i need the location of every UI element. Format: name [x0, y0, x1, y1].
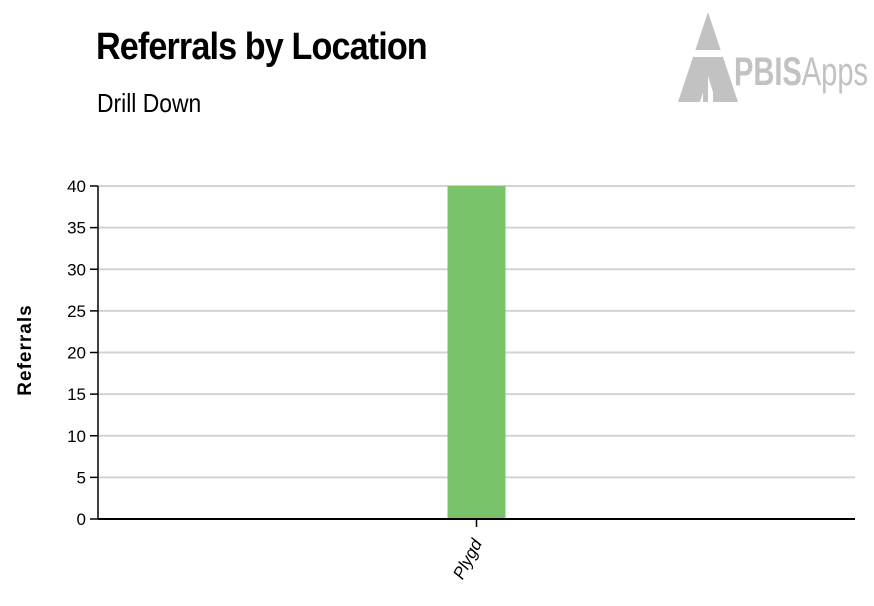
- pbis-apps-logo: PBISApps: [678, 12, 868, 102]
- y-tick-label: 20: [67, 344, 86, 363]
- y-tick-label: 35: [67, 219, 86, 238]
- x-tick-label: Plygd: [449, 535, 486, 582]
- y-tick-label: 30: [67, 260, 86, 279]
- logo-text-light: Apps: [802, 50, 868, 94]
- bar: [447, 186, 506, 519]
- y-tick-label: 10: [67, 427, 86, 446]
- y-tick-label: 0: [77, 510, 86, 529]
- chart-title: Referrals by Location: [96, 26, 428, 68]
- pbis-building-icon: [678, 12, 738, 102]
- y-tick-label: 15: [67, 385, 86, 404]
- y-tick-label: 40: [67, 177, 86, 196]
- logo-text-bold: PBIS: [734, 50, 802, 94]
- y-tick-label: 25: [67, 302, 86, 321]
- y-tick-label: 5: [77, 468, 86, 487]
- chart-subtitle: Drill Down: [97, 88, 202, 118]
- svg-text:PBISApps: PBISApps: [734, 50, 868, 94]
